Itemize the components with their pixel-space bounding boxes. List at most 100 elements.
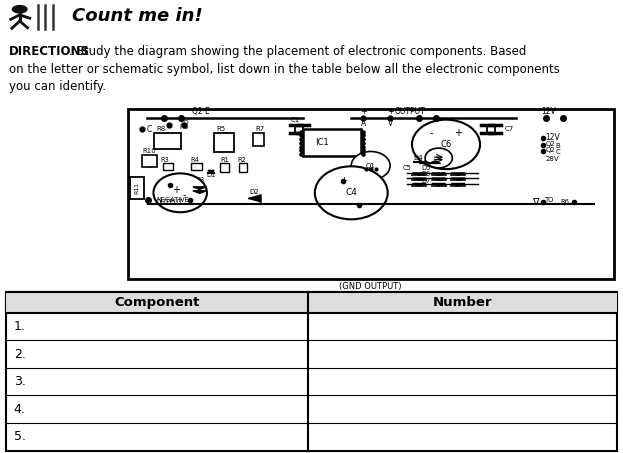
Circle shape — [153, 173, 207, 212]
Polygon shape — [451, 183, 465, 186]
Text: R5: R5 — [216, 126, 226, 132]
Text: D5: D5 — [422, 164, 431, 171]
Bar — [142, 154, 157, 167]
Polygon shape — [412, 183, 426, 186]
Text: Q2: Q2 — [546, 141, 555, 147]
Text: -: - — [183, 190, 186, 200]
Bar — [214, 133, 234, 151]
Circle shape — [315, 166, 388, 219]
Text: R8: R8 — [157, 126, 166, 132]
Text: . Study the diagram showing the placement of electronic components. Based: . Study the diagram showing the placemen… — [69, 45, 526, 58]
Text: IC1: IC1 — [315, 138, 329, 147]
Bar — [253, 132, 264, 146]
Text: -: - — [430, 128, 433, 138]
Text: C3: C3 — [161, 178, 170, 183]
Polygon shape — [429, 161, 440, 164]
Bar — [303, 129, 361, 156]
Text: A: A — [361, 119, 366, 128]
Polygon shape — [412, 178, 426, 180]
Text: +: + — [360, 106, 367, 116]
Bar — [6, 292, 617, 313]
Text: B: B — [555, 144, 560, 149]
Bar — [130, 177, 144, 199]
Text: C6: C6 — [440, 140, 452, 149]
Text: C2: C2 — [178, 178, 186, 183]
Text: D6: D6 — [422, 171, 431, 177]
Text: Number: Number — [433, 296, 492, 309]
Text: TO: TO — [545, 197, 554, 203]
Text: +: + — [454, 128, 462, 138]
Text: D2: D2 — [249, 189, 259, 195]
Text: 12V: 12V — [541, 106, 556, 116]
Text: D1: D1 — [207, 172, 216, 178]
Text: C: C — [555, 149, 560, 155]
Text: R7: R7 — [255, 126, 264, 132]
Text: V: V — [388, 119, 392, 128]
Text: Count me in!: Count me in! — [72, 7, 202, 25]
Circle shape — [425, 148, 452, 168]
Bar — [239, 163, 247, 172]
Text: R6: R6 — [179, 124, 188, 130]
Text: TO: TO — [179, 120, 188, 125]
Text: +: + — [340, 176, 347, 185]
Text: 1.: 1. — [14, 320, 26, 333]
Text: C4: C4 — [345, 188, 357, 198]
Polygon shape — [419, 161, 431, 164]
Text: R3: R3 — [161, 157, 169, 163]
Circle shape — [351, 151, 390, 180]
Circle shape — [12, 5, 27, 13]
Text: C5: C5 — [402, 164, 411, 171]
Polygon shape — [248, 195, 260, 202]
Polygon shape — [432, 173, 445, 175]
Text: $\nabla$: $\nabla$ — [531, 197, 540, 207]
Text: R2: R2 — [237, 157, 246, 163]
Text: R1: R1 — [220, 157, 229, 163]
Text: on the letter or schematic symbol, list down in the table below all the electron: on the letter or schematic symbol, list … — [9, 63, 560, 76]
Text: C1: C1 — [290, 117, 300, 123]
Text: DIRECTIONS: DIRECTIONS — [9, 45, 90, 58]
Text: C7: C7 — [505, 126, 513, 132]
Text: Q2 E: Q2 E — [192, 106, 209, 116]
Text: 5.: 5. — [14, 430, 26, 443]
Text: NEGATIVE: NEGATIVE — [156, 197, 189, 202]
Text: D7: D7 — [422, 178, 431, 184]
Bar — [191, 163, 202, 170]
Text: +: + — [173, 185, 180, 195]
Polygon shape — [193, 187, 206, 189]
Bar — [220, 163, 229, 172]
Text: R4: R4 — [190, 157, 199, 163]
Text: Q1: Q1 — [366, 163, 376, 169]
Bar — [128, 109, 614, 279]
Circle shape — [412, 120, 480, 169]
Polygon shape — [451, 173, 465, 175]
Text: Component: Component — [115, 296, 200, 309]
Polygon shape — [432, 183, 445, 186]
Text: 4.: 4. — [14, 403, 26, 416]
Text: 28V: 28V — [546, 156, 559, 162]
Text: R6: R6 — [560, 199, 569, 206]
Bar — [155, 132, 181, 149]
Text: Q2: Q2 — [546, 147, 555, 153]
Text: -: - — [357, 200, 360, 209]
Text: C: C — [146, 125, 151, 134]
Bar — [6, 292, 617, 451]
Text: 12V: 12V — [546, 133, 560, 142]
Text: you can identify.: you can identify. — [9, 80, 107, 93]
Polygon shape — [208, 170, 214, 173]
Text: OUTPUT: OUTPUT — [156, 199, 183, 206]
Polygon shape — [193, 191, 206, 193]
Polygon shape — [432, 178, 445, 180]
Text: R11: R11 — [135, 182, 140, 194]
Text: R10: R10 — [142, 148, 156, 154]
Text: D8: D8 — [428, 149, 438, 155]
Polygon shape — [412, 173, 426, 175]
Polygon shape — [451, 178, 465, 180]
Text: D4: D4 — [414, 154, 423, 160]
Text: OUTPUT: OUTPUT — [394, 106, 425, 116]
Bar — [163, 163, 173, 170]
Text: 3.: 3. — [14, 375, 26, 388]
Text: D3: D3 — [195, 178, 204, 183]
Text: 2.: 2. — [14, 347, 26, 361]
Text: (GND OUTPUT): (GND OUTPUT) — [340, 282, 402, 291]
Text: +: + — [387, 106, 394, 116]
